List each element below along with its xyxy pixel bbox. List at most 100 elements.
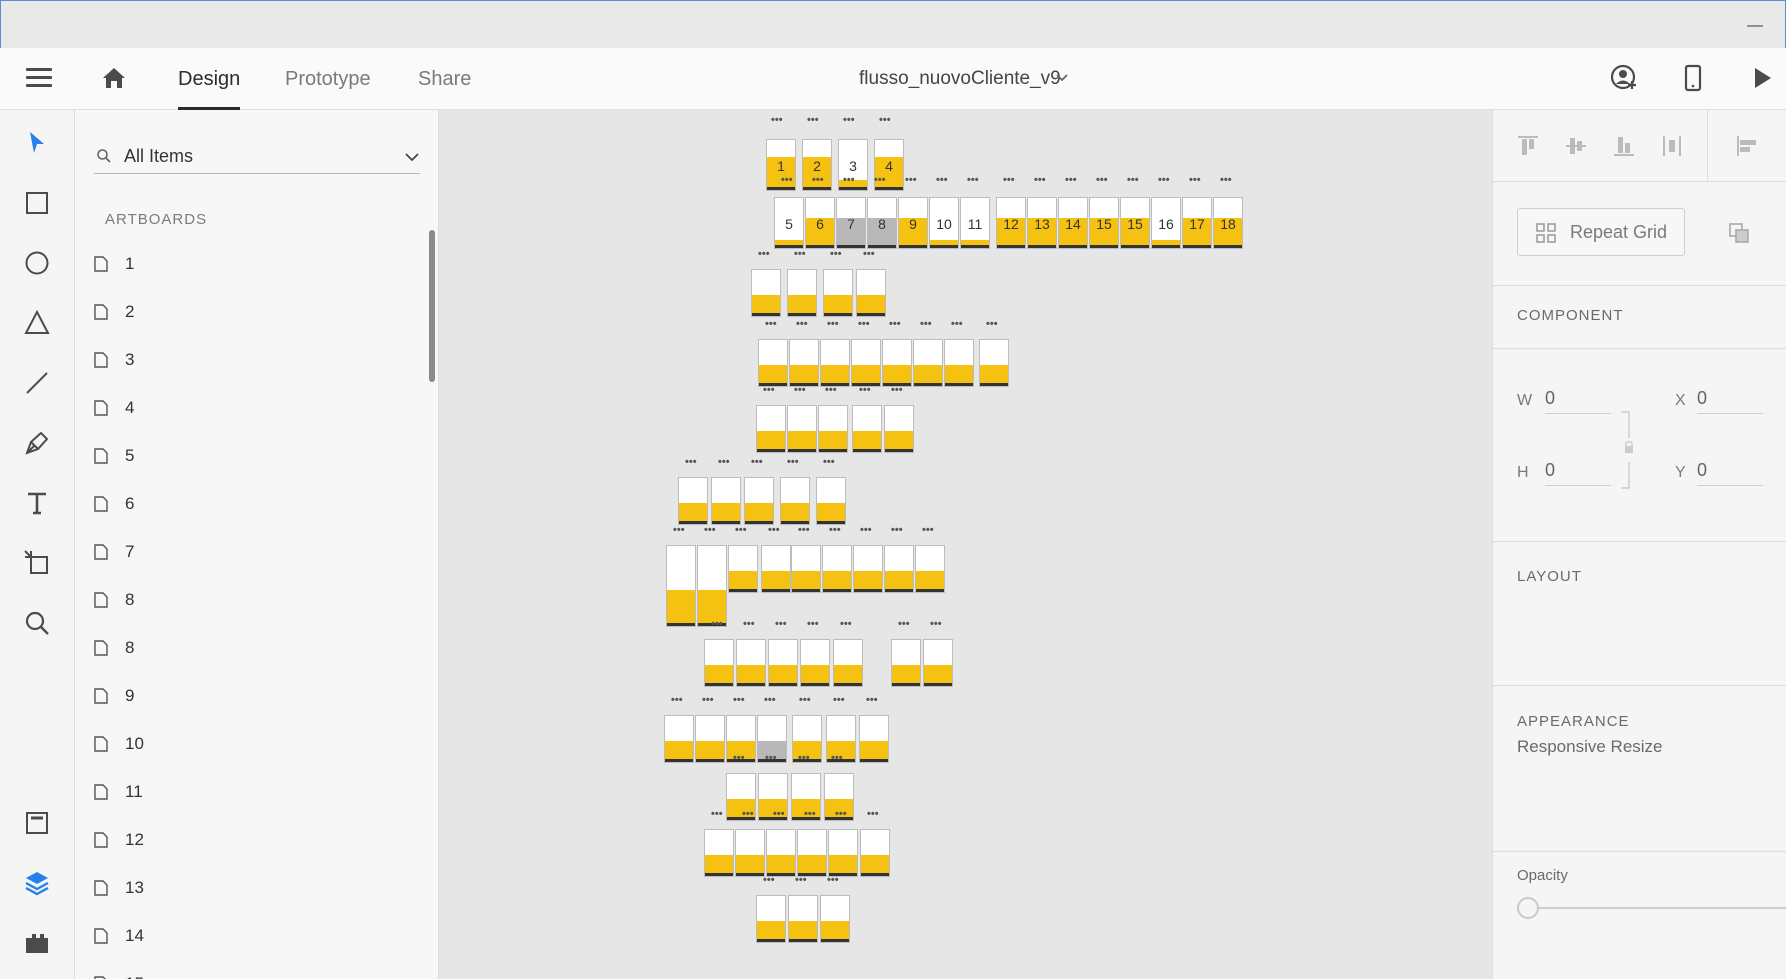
artboard-thumbnail[interactable]: 6 bbox=[806, 198, 834, 248]
assets-icon[interactable] bbox=[22, 808, 52, 838]
artboard-thumbnail[interactable] bbox=[798, 830, 826, 876]
artboard-thumbnail[interactable] bbox=[834, 640, 862, 686]
artboard-thumbnail[interactable] bbox=[861, 830, 889, 876]
responsive-resize-label[interactable]: Responsive Resize bbox=[1517, 737, 1663, 756]
artboard-thumbnail[interactable] bbox=[924, 640, 952, 686]
artboard-thumbnail[interactable]: 4 bbox=[875, 140, 903, 190]
artboard-thumbnail[interactable]: 12 bbox=[997, 198, 1025, 248]
artboard-thumbnail[interactable] bbox=[852, 340, 880, 386]
scrollbar-thumb[interactable] bbox=[429, 230, 435, 382]
artboard-thumbnail[interactable] bbox=[793, 716, 821, 762]
artboard-thumbnail[interactable] bbox=[789, 896, 817, 942]
tab-prototype[interactable]: Prototype bbox=[285, 68, 371, 90]
artboard-list-item[interactable]: 12 bbox=[75, 816, 415, 864]
artboard-thumbnail[interactable] bbox=[792, 546, 820, 592]
artboard-thumbnail[interactable]: 8 bbox=[868, 198, 896, 248]
triangle-icon[interactable] bbox=[22, 308, 52, 338]
rectangle-icon[interactable] bbox=[22, 188, 52, 218]
artboard-thumbnail[interactable]: 13 bbox=[1028, 198, 1056, 248]
opacity-slider-track[interactable] bbox=[1539, 907, 1786, 909]
artboard-list-item[interactable]: 11 bbox=[75, 768, 415, 816]
artboard-thumbnail[interactable] bbox=[752, 270, 780, 316]
artboard-thumbnail[interactable] bbox=[885, 406, 913, 452]
artboard-thumbnail[interactable] bbox=[759, 340, 787, 386]
artboard-list-item[interactable]: 2 bbox=[75, 288, 415, 336]
hamburger-menu-icon[interactable] bbox=[26, 68, 52, 88]
artboard-thumbnail[interactable] bbox=[821, 340, 849, 386]
artboard-thumbnail[interactable] bbox=[792, 774, 820, 820]
artboard-thumbnail[interactable] bbox=[762, 546, 790, 592]
design-canvas[interactable]: 1 ••• 2 ••• 3 ••• 4 ••• 5 ••• 6 ••• 7 ••• 8 ••• 9 ••• 10 ••… bbox=[439, 110, 1492, 979]
artboard-thumbnail[interactable]: 7 bbox=[837, 198, 865, 248]
invite-user-icon[interactable] bbox=[1609, 63, 1639, 93]
artboard-thumbnail[interactable] bbox=[767, 830, 795, 876]
distribute-horizontal-icon[interactable] bbox=[1660, 134, 1684, 158]
artboard-thumbnail[interactable] bbox=[745, 478, 773, 524]
artboard-thumbnail[interactable] bbox=[829, 830, 857, 876]
artboard-thumbnail[interactable] bbox=[821, 896, 849, 942]
artboard-thumbnail[interactable] bbox=[824, 270, 852, 316]
artboard-list-item[interactable]: 5 bbox=[75, 432, 415, 480]
plugins-icon[interactable] bbox=[22, 928, 52, 958]
artboard-thumbnail[interactable]: 11 bbox=[961, 198, 989, 248]
device-preview-icon[interactable] bbox=[1678, 63, 1708, 93]
artboard-thumbnail[interactable] bbox=[916, 546, 944, 592]
artboard-thumbnail[interactable] bbox=[667, 546, 695, 626]
artboard-thumbnail[interactable] bbox=[823, 546, 851, 592]
artboard-list-item[interactable]: 10 bbox=[75, 720, 415, 768]
artboard-thumbnail[interactable] bbox=[860, 716, 888, 762]
height-input[interactable] bbox=[1545, 460, 1611, 486]
artboard-list-item[interactable]: 4 bbox=[75, 384, 415, 432]
artboard-thumbnail[interactable] bbox=[712, 478, 740, 524]
artboard-thumbnail[interactable] bbox=[758, 716, 786, 762]
artboard-thumbnail[interactable] bbox=[665, 716, 693, 762]
artboard-thumbnail[interactable]: 10 bbox=[930, 198, 958, 248]
document-title[interactable]: flusso_nuovoCliente_v9 bbox=[859, 68, 1061, 89]
artboard-thumbnail[interactable] bbox=[736, 830, 764, 876]
artboard-thumbnail[interactable] bbox=[757, 896, 785, 942]
artboard-thumbnail[interactable] bbox=[819, 406, 847, 452]
chevron-down-icon[interactable] bbox=[1054, 70, 1070, 86]
filter-select[interactable] bbox=[124, 142, 384, 170]
artboard-list-item[interactable]: 7 bbox=[75, 528, 415, 576]
artboard-thumbnail[interactable] bbox=[696, 716, 724, 762]
artboard-list-item[interactable]: 13 bbox=[75, 864, 415, 912]
align-middle-icon[interactable] bbox=[1564, 134, 1588, 158]
artboard-thumbnail[interactable]: 14 bbox=[1059, 198, 1087, 248]
copy-style-icon[interactable] bbox=[1728, 222, 1752, 244]
artboard-thumbnail[interactable] bbox=[885, 546, 913, 592]
lock-aspect-icon[interactable] bbox=[1621, 410, 1635, 490]
artboard-thumbnail[interactable] bbox=[945, 340, 973, 386]
minimize-button[interactable]: — bbox=[1747, 17, 1763, 34]
opacity-slider-handle[interactable] bbox=[1517, 897, 1539, 919]
artboard-thumbnail[interactable] bbox=[914, 340, 942, 386]
tab-design[interactable]: Design bbox=[178, 68, 241, 110]
artboard-thumbnail[interactable] bbox=[788, 406, 816, 452]
artboard-list-item[interactable]: 14 bbox=[75, 912, 415, 960]
artboard-list-item[interactable]: 8 bbox=[75, 576, 415, 624]
artboard-list-item[interactable]: 6 bbox=[75, 480, 415, 528]
artboard-icon[interactable] bbox=[22, 548, 52, 578]
artboard-thumbnail[interactable] bbox=[857, 270, 885, 316]
artboard-thumbnail[interactable] bbox=[729, 546, 757, 592]
artboard-thumbnail[interactable] bbox=[769, 640, 797, 686]
artboard-thumbnail[interactable]: 3 bbox=[839, 140, 867, 190]
tab-share[interactable]: Share bbox=[418, 68, 472, 90]
artboard-thumbnail[interactable] bbox=[817, 478, 845, 524]
text-icon[interactable] bbox=[22, 488, 52, 518]
layers-icon[interactable] bbox=[22, 868, 52, 898]
artboard-thumbnail[interactable] bbox=[781, 478, 809, 524]
artboard-thumbnail[interactable]: 1 bbox=[767, 140, 795, 190]
repeat-grid-button[interactable]: Repeat Grid bbox=[1517, 208, 1685, 256]
align-left-icon[interactable] bbox=[1735, 134, 1759, 158]
artboard-list-item[interactable]: 8 bbox=[75, 624, 415, 672]
artboard-thumbnail[interactable]: 9 bbox=[899, 198, 927, 248]
artboard-thumbnail[interactable]: 5 bbox=[775, 198, 803, 248]
artboard-thumbnail[interactable] bbox=[788, 270, 816, 316]
artboard-thumbnail[interactable] bbox=[892, 640, 920, 686]
pen-icon[interactable] bbox=[22, 428, 52, 458]
artboard-list-item[interactable]: 1 bbox=[75, 240, 415, 288]
artboard-thumbnail[interactable] bbox=[727, 774, 755, 820]
y-input[interactable] bbox=[1697, 460, 1763, 486]
x-input[interactable] bbox=[1697, 388, 1763, 414]
